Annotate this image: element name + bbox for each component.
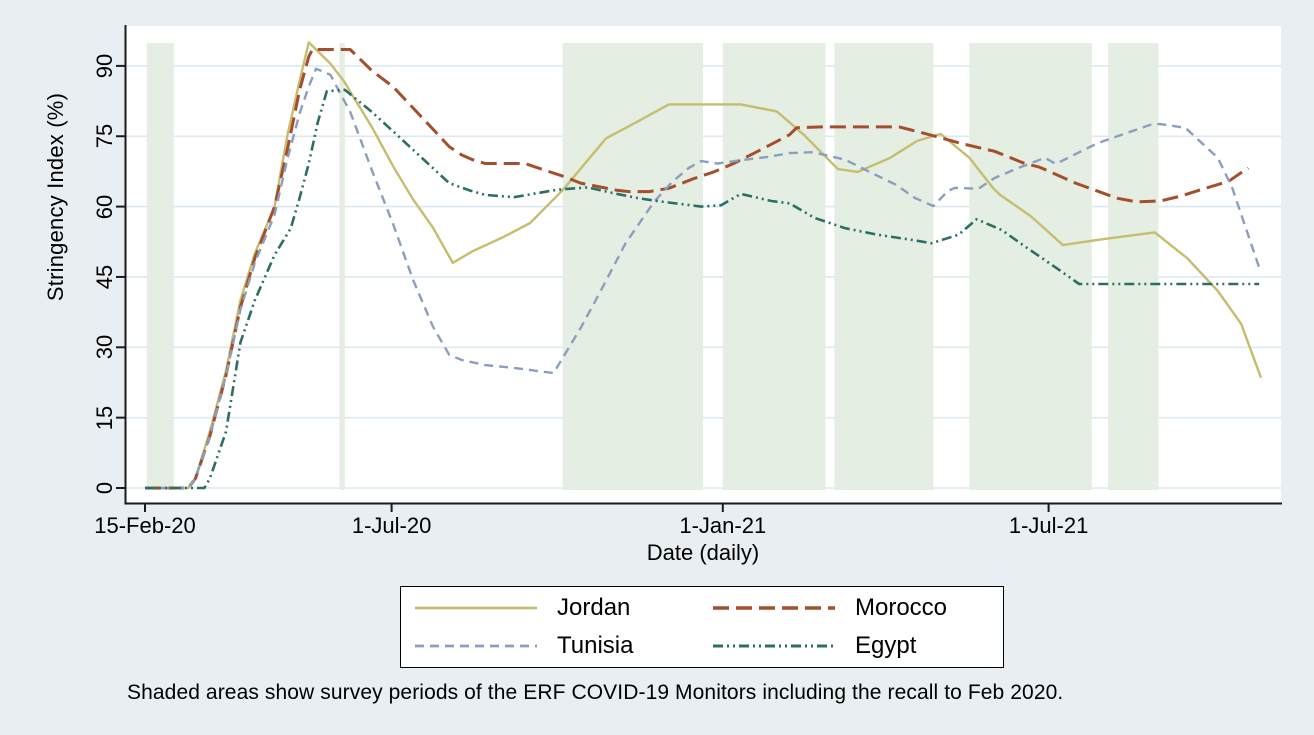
y-tick-label: 60 [92, 194, 117, 219]
y-tick-label: 45 [92, 264, 117, 290]
x-tick-label: 1-Jan-21 [679, 513, 767, 538]
legend-label-jordan: Jordan [557, 594, 631, 621]
survey-period-band [834, 43, 934, 490]
figure-caption: Shaded areas show survey periods of the … [127, 681, 1064, 704]
series-line-egypt [145, 88, 1260, 490]
y-tick-label: 0 [92, 481, 117, 495]
series-line-tunisia [145, 67, 1261, 490]
legend-label-tunisia: Tunisia [557, 632, 634, 659]
series-line-morocco [145, 48, 1250, 490]
y-tick-label: 30 [92, 335, 117, 360]
legend-label-egypt: Egypt [855, 632, 917, 659]
legend-label-morocco: Morocco [855, 594, 948, 621]
x-tick-label: 15-Feb-20 [94, 513, 196, 538]
egypt-line-sample-icon [713, 644, 835, 648]
x-axis-title: Date (daily) [646, 540, 760, 565]
legend: Jordan Morocco Tunisia Egypt [400, 586, 1004, 668]
legend-entry-jordan: Jordan [413, 589, 711, 627]
morocco-line-sample-icon [713, 606, 835, 610]
jordan-line-sample-icon [415, 606, 537, 610]
y-axis-title: Stringency Index (%) [43, 92, 68, 302]
x-tick-label: 1-Jul-20 [351, 513, 432, 538]
series-line-jordan [145, 41, 1263, 490]
tunisia-line-sample-icon [415, 644, 537, 648]
y-tick-label: 75 [92, 124, 117, 149]
survey-period-band [339, 43, 345, 490]
survey-period-band [722, 43, 826, 490]
legend-entry-egypt: Egypt [711, 627, 1003, 665]
survey-period-band [1108, 43, 1159, 490]
legend-entry-morocco: Morocco [711, 589, 1003, 627]
x-tick-label: 1-Jul-21 [1008, 513, 1089, 538]
survey-period-band [969, 43, 1092, 490]
survey-period-band [562, 43, 703, 490]
survey-period-band [146, 43, 174, 490]
y-tick-label: 15 [92, 405, 117, 430]
y-tick-label: 90 [92, 53, 117, 79]
legend-entry-tunisia: Tunisia [413, 627, 711, 665]
